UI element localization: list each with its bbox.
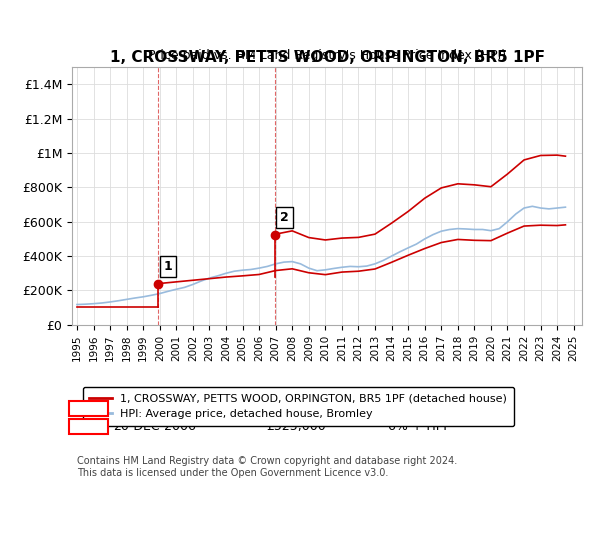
Text: 6% ↑ HPI: 6% ↑ HPI — [388, 420, 447, 433]
Text: 03-DEC-1999: 03-DEC-1999 — [113, 402, 196, 415]
Text: £525,000: £525,000 — [266, 420, 326, 433]
Text: £239,950: £239,950 — [266, 402, 325, 415]
Text: 20-DEC-2006: 20-DEC-2006 — [113, 420, 196, 433]
FancyBboxPatch shape — [70, 419, 108, 435]
Text: 12% ↓ HPI: 12% ↓ HPI — [388, 402, 455, 415]
Legend: 1, CROSSWAY, PETTS WOOD, ORPINGTON, BR5 1PF (detached house), HPI: Average price: 1, CROSSWAY, PETTS WOOD, ORPINGTON, BR5 … — [83, 387, 514, 426]
Title: 1, CROSSWAY, PETTS WOOD, ORPINGTON, BR5 1PF: 1, CROSSWAY, PETTS WOOD, ORPINGTON, BR5 … — [110, 50, 545, 64]
Text: Price paid vs. HM Land Registry's House Price Index (HPI): Price paid vs. HM Land Registry's House … — [148, 49, 506, 62]
FancyBboxPatch shape — [70, 401, 108, 416]
Text: 1: 1 — [84, 402, 92, 415]
Text: 2: 2 — [280, 211, 289, 224]
Text: 2: 2 — [84, 420, 92, 433]
Text: 1: 1 — [163, 260, 172, 273]
Text: Contains HM Land Registry data © Crown copyright and database right 2024.
This d: Contains HM Land Registry data © Crown c… — [77, 456, 457, 478]
